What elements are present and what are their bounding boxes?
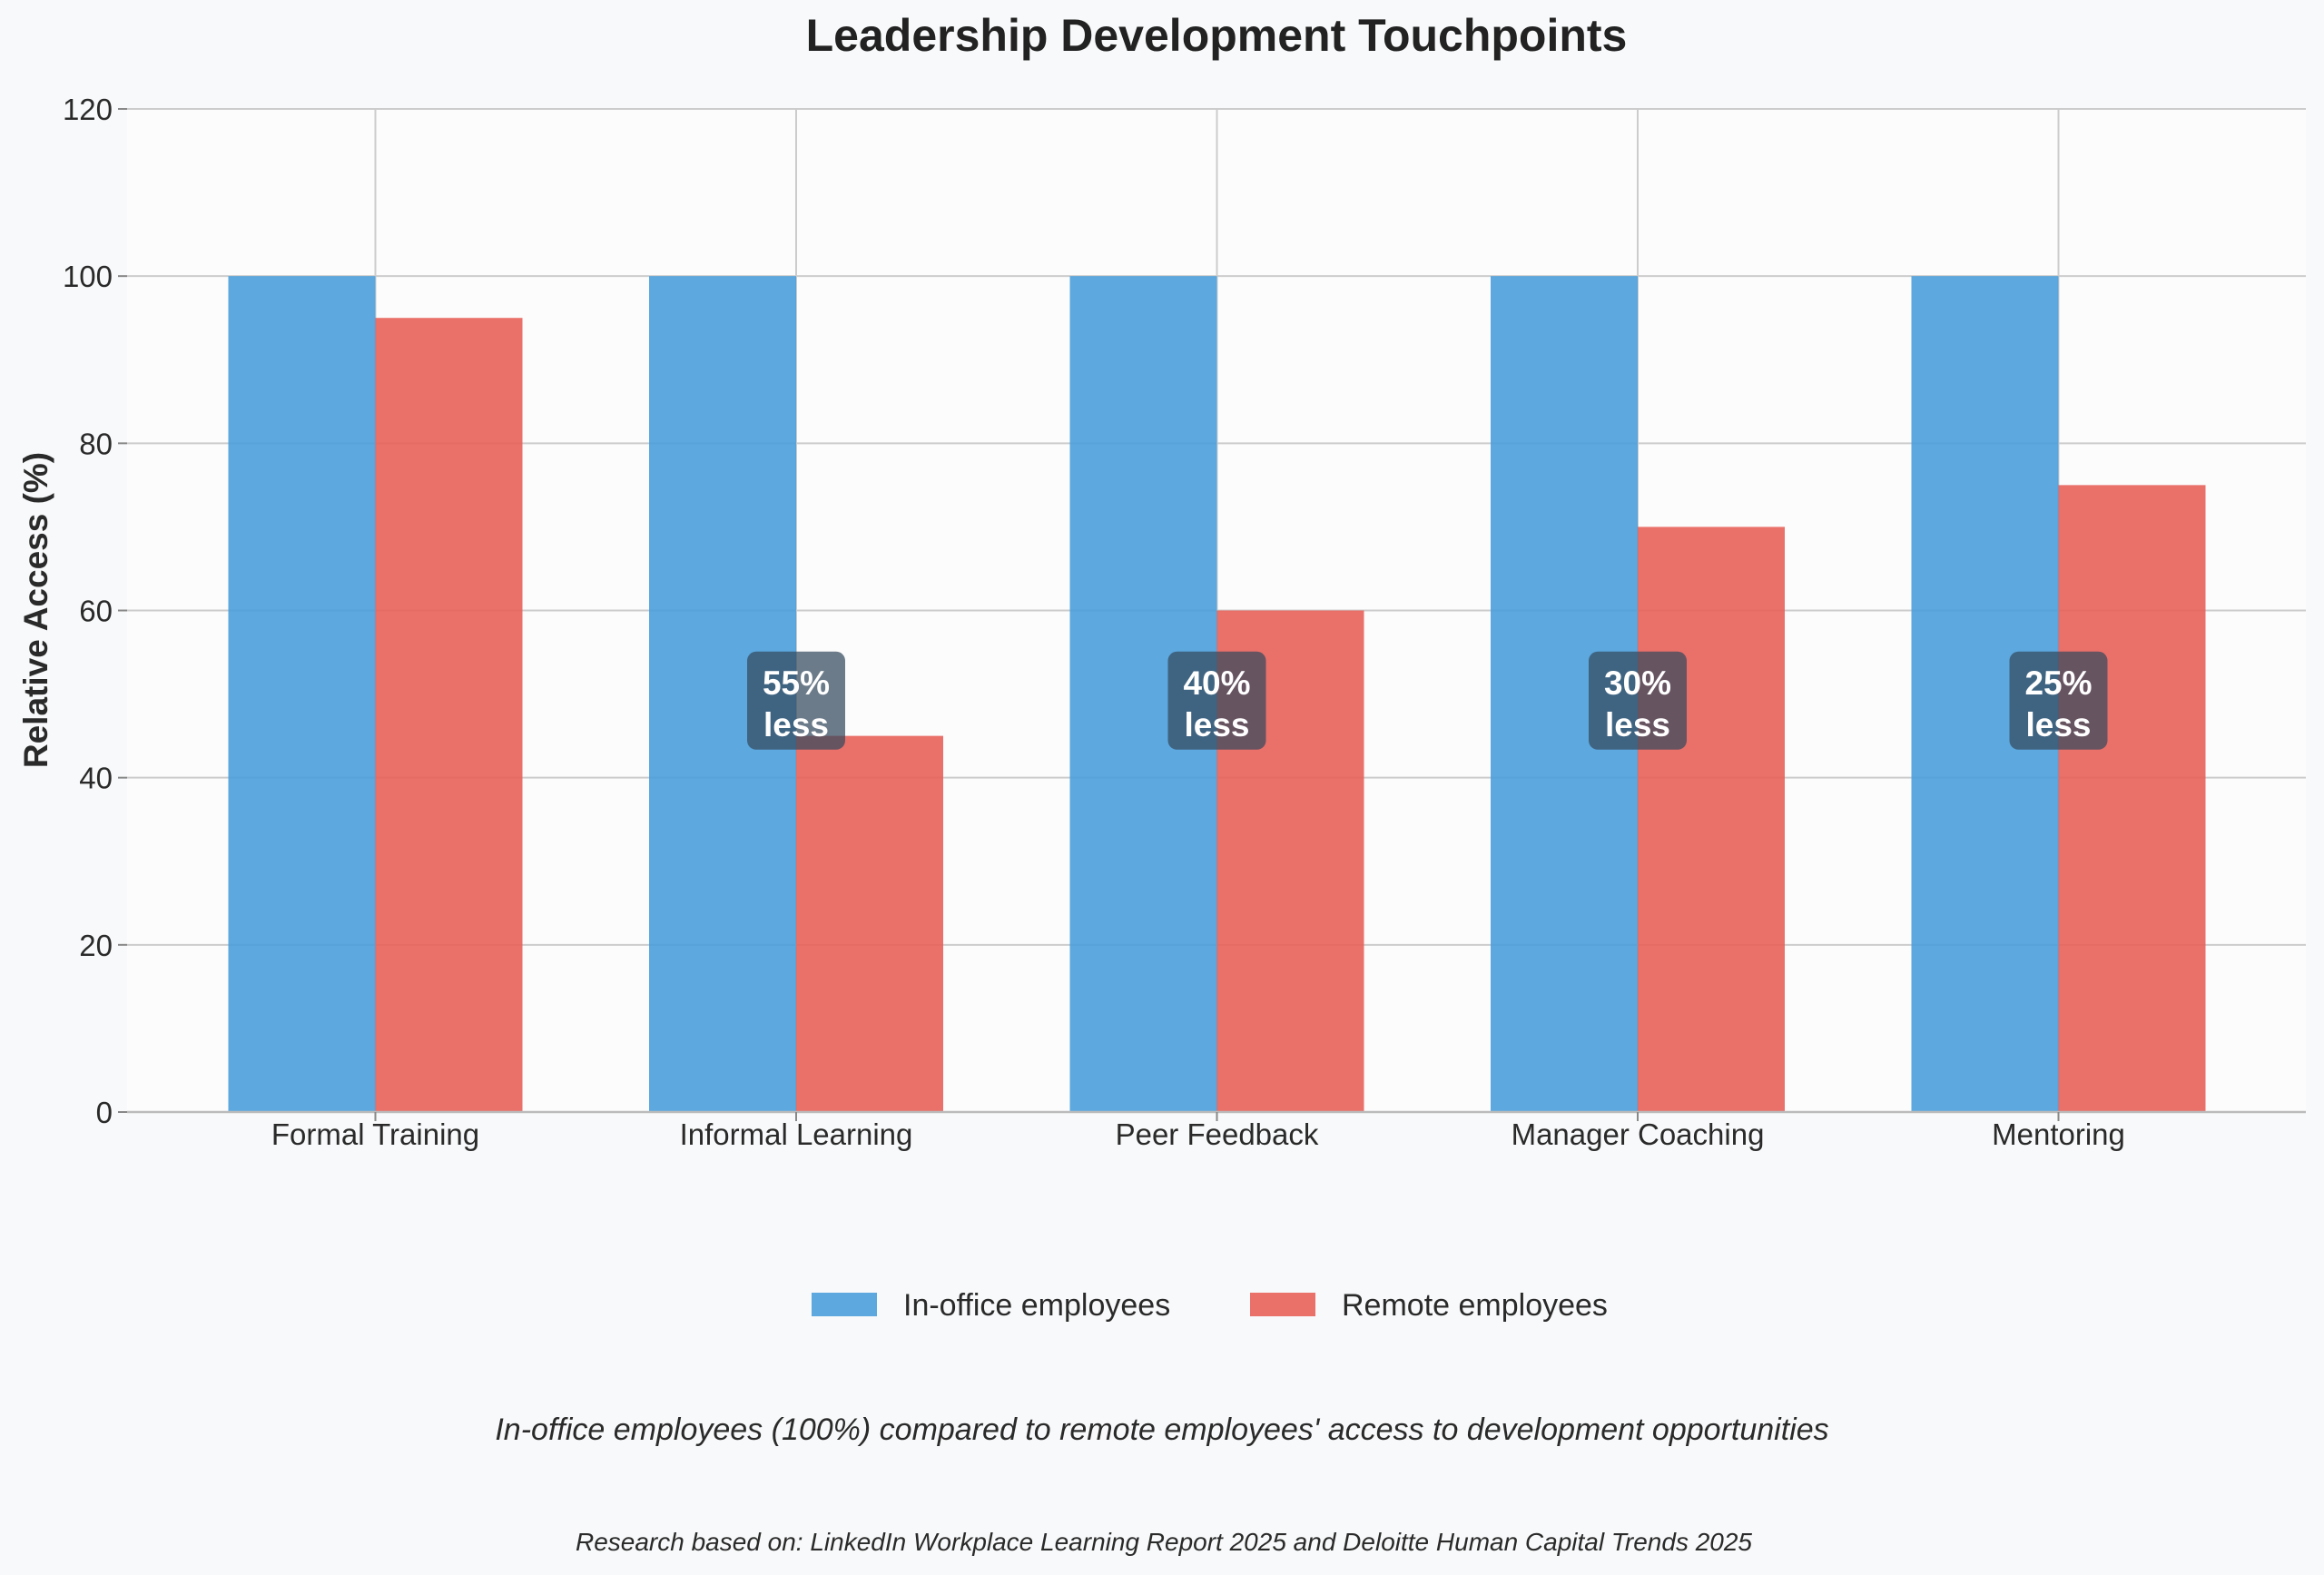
x-tick-label: Formal Training <box>271 1117 479 1151</box>
y-tick-label: 120 <box>63 93 113 126</box>
annotation-box <box>1589 651 1687 750</box>
annotation-box <box>1167 651 1266 750</box>
x-tick-label: Manager Coaching <box>1512 1117 1765 1151</box>
annotation-percent: 40% <box>1183 664 1250 702</box>
x-axis: Formal Training Informal Learning Peer Fee… <box>127 1110 2306 1151</box>
bar-remote <box>375 318 523 1112</box>
annotation-box <box>747 651 845 750</box>
legend-swatch <box>1250 1293 1315 1316</box>
annotations: 55% less 40% less 30% less 25% less <box>747 651 2108 750</box>
legend: In-office employees Remote employees <box>812 1288 1608 1323</box>
annotation-percent: 30% <box>1604 664 1671 702</box>
annotation-less: less <box>763 706 829 743</box>
source-note: Research based on: LinkedIn Workplace Le… <box>576 1528 1752 1556</box>
x-tick-label: Peer Feedback <box>1116 1117 1319 1151</box>
y-tick-label: 20 <box>79 929 113 962</box>
y-tick-label: 80 <box>79 427 113 460</box>
bar-remote <box>796 735 943 1112</box>
bar-in-office <box>228 276 376 1113</box>
annotation-less: less <box>1605 706 1670 743</box>
x-tick-label: Informal Learning <box>680 1117 913 1151</box>
annotation-less: less <box>1184 706 1249 743</box>
y-axis-label: Relative Access (%) <box>17 452 54 768</box>
y-tick-label: 40 <box>79 762 113 795</box>
annotation-percent: 25% <box>2024 664 2092 702</box>
chart-title: Leadership Development Touchpoints <box>806 10 1628 61</box>
y-tick-label: 100 <box>63 260 113 293</box>
annotation-less: less <box>2025 706 2091 743</box>
legend-swatch <box>812 1293 877 1316</box>
annotation-percent: 55% <box>763 664 830 702</box>
bar-remote <box>1638 527 1785 1112</box>
chart-subtitle: In-office employees (100%) compared to r… <box>495 1413 1828 1447</box>
legend-label: In-office employees <box>903 1288 1170 1323</box>
y-axis: 0 20 40 60 80 100 120 <box>63 93 127 1129</box>
bars <box>228 276 2206 1113</box>
x-tick-label: Mentoring <box>1992 1117 2125 1151</box>
y-tick-label: 60 <box>79 595 113 628</box>
legend-label: Remote employees <box>1342 1288 1608 1323</box>
bar-remote <box>2058 485 2206 1112</box>
y-tick-label: 0 <box>96 1096 113 1129</box>
annotation-box <box>2009 651 2108 750</box>
